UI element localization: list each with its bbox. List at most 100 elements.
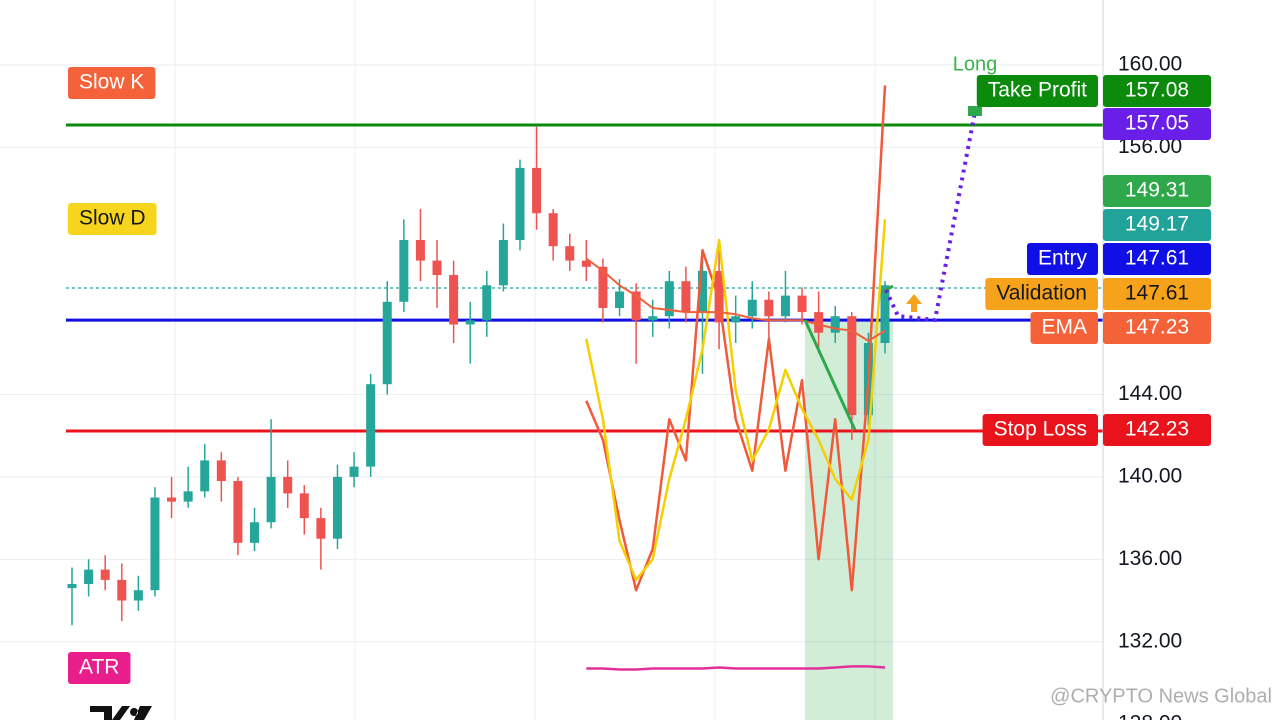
candle-body [84, 569, 94, 585]
price-tag-value: 142.23 [1125, 418, 1189, 441]
candle-body [631, 291, 641, 321]
candle-body [266, 476, 276, 523]
price-tag [1103, 75, 1211, 107]
price-tag-value: 149.17 [1125, 213, 1189, 236]
price-tag-value: 157.08 [1125, 79, 1189, 102]
candle-body [183, 491, 193, 502]
price-tag-value: 147.61 [1125, 247, 1189, 270]
candle-body [366, 384, 376, 467]
candle-body [880, 285, 890, 344]
candle-body [615, 291, 625, 308]
candle-body [648, 316, 658, 321]
candle-body [133, 590, 143, 601]
price-tags: 157.08 Take Profit 157.05 149.31 149.17 147.6… [976, 75, 1211, 446]
legend: Slow K Slow D ATR [68, 67, 157, 684]
label-tag [985, 278, 1098, 310]
price-tag-value: 157.05 [1125, 112, 1189, 135]
candle-body [515, 167, 525, 240]
position-label: Long [953, 53, 998, 75]
legend-box [68, 203, 157, 235]
candle-body [747, 299, 757, 317]
legend-label: Slow K [79, 71, 144, 94]
price-tag [1103, 414, 1211, 446]
candle-body [399, 240, 409, 302]
price-tag-value: 147.23 [1125, 316, 1189, 339]
target-marker [968, 106, 982, 116]
price-tag [1103, 108, 1211, 140]
candle-body [167, 497, 177, 502]
candle-body [565, 246, 575, 261]
candle-body [465, 320, 475, 325]
watermark: @CRYPTO News Global [1050, 685, 1272, 707]
label-tag-text: Validation [996, 282, 1087, 305]
label-tag [976, 75, 1098, 107]
indicator-line [585, 85, 887, 592]
indicator-line [586, 665, 886, 671]
price-tag-value: 149.31 [1125, 179, 1189, 202]
trend-line [803, 319, 857, 431]
candle-body [382, 301, 392, 385]
label-tag-text: Stop Loss [994, 418, 1087, 441]
candle-body [498, 240, 508, 286]
levels [66, 123, 1103, 433]
legend-label: ATR [79, 656, 119, 679]
y-tick-label: 144.00 [1118, 382, 1182, 405]
candle-body [200, 460, 210, 492]
indicator-line [585, 257, 886, 342]
y-tick-label: 128.00 [1118, 712, 1182, 720]
label-tag [1030, 312, 1098, 344]
candle-body [432, 260, 442, 276]
candle-body [764, 299, 774, 317]
projection-path [884, 111, 977, 323]
candle-body [532, 167, 542, 214]
legend-box [68, 67, 156, 99]
price-tag [1103, 209, 1211, 241]
price-axis: 160.00 156.00 144.00 140.00 136.00 132.00 128.… [1118, 52, 1182, 720]
arrow-icon [906, 294, 922, 312]
candle-body [664, 281, 674, 317]
y-tick-label: 156.00 [1118, 135, 1182, 158]
candle-body [233, 481, 243, 543]
candle-body [415, 240, 425, 261]
candle-body [67, 584, 77, 589]
legend-box [68, 652, 131, 684]
candle-body [830, 316, 840, 333]
grid [0, 0, 1103, 720]
legend-label: Slow D [79, 207, 146, 230]
candle-body [449, 275, 459, 325]
candle-body [581, 260, 591, 267]
candle-body [814, 312, 824, 333]
candle-body [780, 295, 790, 317]
label-tag [982, 414, 1098, 446]
label-tag-text: Entry [1038, 247, 1088, 270]
y-tick-label: 136.00 [1118, 547, 1182, 570]
logo [90, 706, 152, 720]
candle-body [283, 476, 293, 494]
candle-body [117, 579, 127, 601]
candle-body [100, 569, 110, 580]
price-tag [1103, 243, 1211, 275]
candle-body [299, 493, 309, 519]
candle-body [216, 460, 226, 482]
y-tick-label: 132.00 [1118, 629, 1182, 652]
indicator-line [585, 219, 887, 582]
label-tag-text: EMA [1041, 316, 1087, 339]
candle-body [731, 316, 741, 323]
candle-body [332, 476, 342, 539]
candle-body [697, 270, 707, 313]
y-tick-label: 140.00 [1118, 464, 1182, 487]
candle-body [797, 295, 807, 313]
y-tick-label: 160.00 [1118, 52, 1182, 75]
drawings: Long [803, 53, 998, 431]
candle-body [482, 285, 492, 321]
candle-body [598, 266, 608, 308]
price-tag [1103, 175, 1211, 207]
label-tag [1026, 243, 1098, 275]
candle-body [847, 316, 857, 416]
price-tag [1103, 312, 1211, 344]
label-tag-text: Take Profit [988, 79, 1087, 102]
candle-body [548, 213, 558, 247]
candle-body [150, 497, 160, 591]
